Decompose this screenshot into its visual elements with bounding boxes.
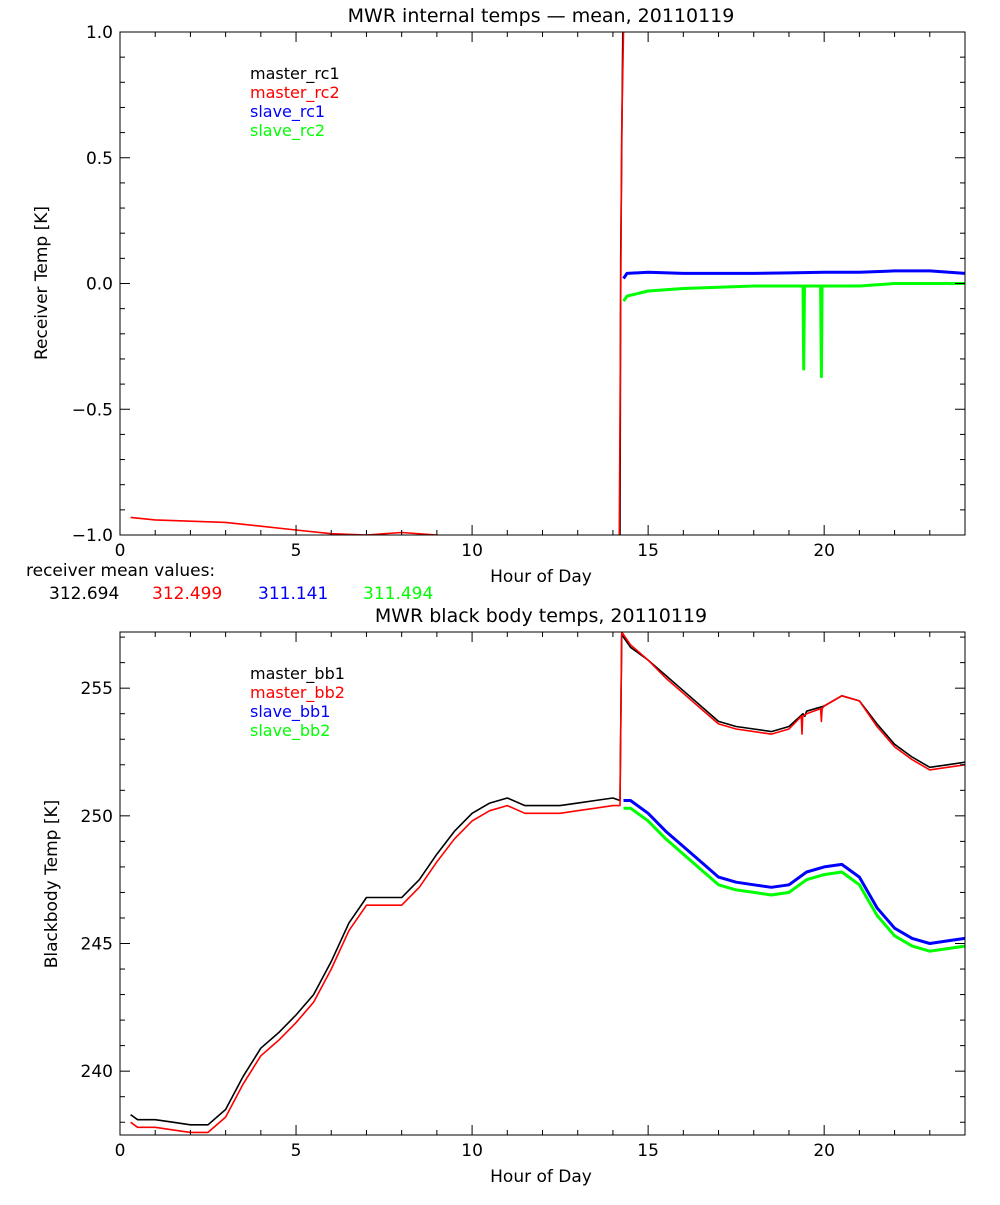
- x-tick-label: 15: [637, 1141, 659, 1161]
- series-line-slave-bb1: [623, 799, 965, 945]
- series-line-master-rc2: [130, 32, 625, 535]
- series-group: [130, 632, 965, 1134]
- receiver-mean-value-slave-rc1: 311.141: [258, 584, 328, 604]
- plot-frame: [119, 31, 966, 536]
- y-tick-label: −1.0: [72, 526, 113, 546]
- y-tick-label: 255: [81, 679, 113, 699]
- y-tick-label: −0.5: [72, 400, 113, 420]
- receiver-mean-value-slave-rc2: 311.494: [363, 584, 433, 604]
- plot-frame: [119, 631, 966, 1136]
- legend-entry-slave-rc2: slave_rc2: [250, 121, 325, 141]
- chart-title: MWR internal temps — mean, 20110119: [348, 5, 735, 27]
- legend-entry-master-bb2: master_bb2: [250, 683, 345, 703]
- series-line-slave-rc2: [622, 282, 965, 379]
- y-tick-label: 250: [81, 807, 113, 827]
- series-line-master-bb2: [130, 632, 965, 1134]
- y-axis-label: Receiver Temp [K]: [32, 206, 52, 360]
- legend-entry-slave-bb2: slave_bb2: [250, 721, 330, 741]
- x-tick-label: 5: [291, 1141, 302, 1161]
- series-group: [130, 32, 965, 535]
- y-axis-label: Blackbody Temp [K]: [42, 800, 62, 969]
- receiver-mean-label: receiver mean values:: [26, 561, 215, 581]
- x-tick-label: 10: [461, 1141, 483, 1161]
- series-line-master-bb1: [130, 633, 965, 1126]
- legend-entry-master-rc1: master_rc1: [250, 64, 340, 84]
- y-tick-label: 0.0: [86, 275, 113, 295]
- receiver-mean-value-master-rc2: 312.499: [152, 584, 222, 604]
- legend-entry-slave-rc1: slave_rc1: [250, 102, 325, 122]
- x-tick-label: 20: [813, 1141, 835, 1161]
- x-tick-label: 10: [461, 541, 483, 561]
- legend-entry-master-rc2: master_rc2: [250, 83, 340, 103]
- y-tick-label: 245: [81, 935, 113, 955]
- receiver-mean-value-master-rc1: 312.694: [49, 584, 119, 604]
- legend-entry-master-bb1: master_bb1: [250, 664, 345, 684]
- blackbody-temp-chart: MWR black body temps, 20110119 Hour of D…: [42, 605, 966, 1187]
- receiver-temp-chart: MWR internal temps — mean, 20110119 Hour…: [32, 5, 966, 587]
- y-tick-label: 240: [81, 1062, 113, 1082]
- x-tick-label: 20: [813, 541, 835, 561]
- x-tick-label: 0: [115, 541, 126, 561]
- series-line-slave-bb2: [623, 806, 965, 953]
- legend-entry-slave-bb1: slave_bb1: [250, 702, 330, 722]
- receiver-mean-values: receiver mean values: 312.694 312.499 31…: [26, 561, 433, 604]
- x-tick-label: 5: [291, 541, 302, 561]
- x-tick-label: 0: [115, 1141, 126, 1161]
- x-axis-label: Hour of Day: [490, 1167, 592, 1187]
- series-line-slave-rc1: [622, 269, 965, 280]
- chart-title: MWR black body temps, 20110119: [375, 605, 707, 627]
- x-axis-label: Hour of Day: [490, 567, 592, 587]
- x-tick-label: 15: [637, 541, 659, 561]
- y-tick-label: 0.5: [86, 149, 113, 169]
- y-tick-label: 1.0: [86, 23, 113, 43]
